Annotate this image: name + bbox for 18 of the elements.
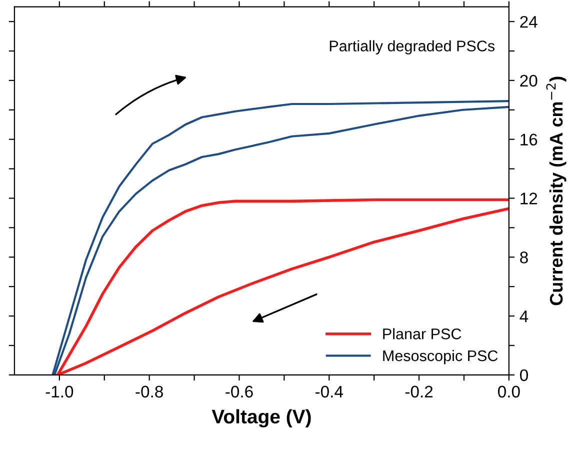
y-tick-label: 12 bbox=[520, 192, 538, 204]
x-tick-label: -0.2 bbox=[405, 386, 433, 398]
x-tick-label: -0.4 bbox=[316, 386, 344, 398]
x-tick-label: -1.0 bbox=[46, 386, 74, 398]
x-tick-label: -0.8 bbox=[136, 386, 163, 398]
x-tick-label: -0.6 bbox=[226, 386, 253, 398]
y-axis-title: Current density (mA cm$^{−2}$) bbox=[546, 76, 566, 306]
y-tick-label: 16 bbox=[520, 134, 538, 146]
x-tick-label: 0.0 bbox=[498, 386, 520, 398]
annotation: Partially degraded PSCs bbox=[330, 40, 495, 54]
y-tick-label: 24 bbox=[520, 16, 538, 28]
y-tick-label: 4 bbox=[520, 310, 528, 322]
legend-label: Planar PSC bbox=[383, 328, 462, 340]
x-axis-title: Voltage (V) bbox=[212, 409, 311, 428]
y-tick-label: 0 bbox=[520, 369, 528, 382]
y-tick-label: 20 bbox=[520, 74, 538, 87]
y-tick-label: 8 bbox=[520, 252, 528, 264]
legend-label: Mesoscopic PSC bbox=[383, 350, 498, 364]
